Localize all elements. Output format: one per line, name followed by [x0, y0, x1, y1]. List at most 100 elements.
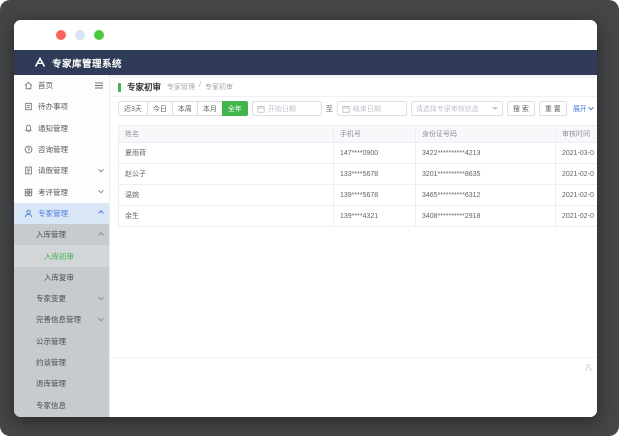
top-navbar: 专家库管理系统 [14, 50, 597, 75]
sidebar-item-label: 入库初审 [44, 251, 74, 261]
sidebar-item-label: 首页 [38, 81, 53, 91]
sidebar-item-info-completion[interactable]: 完善信息管理 [14, 309, 109, 331]
clipboard-icon [24, 102, 33, 111]
start-date-input[interactable]: 开始日期 [251, 101, 322, 116]
sidebar-item-evaluation[interactable]: 考评管理 [14, 181, 109, 202]
chevron-down-icon [98, 315, 104, 322]
maximize-window-icon[interactable] [94, 30, 104, 40]
minimize-window-icon[interactable] [75, 30, 85, 40]
sidebar-nav: 首页 待办事项 通知管理 咨询管理 请假管理 [14, 75, 110, 417]
sidebar-item-expert-info[interactable]: 专家信息 [14, 394, 109, 416]
cell-phone: 133****5678 [333, 163, 416, 185]
range-last3days-button[interactable]: 近3天 [118, 101, 148, 116]
cell-name: 夏雨荷 [118, 142, 334, 164]
cell-phone: 147****0900 [333, 142, 416, 164]
range-thisweek-button[interactable]: 本周 [171, 101, 198, 116]
cell-name: 余生 [118, 205, 334, 227]
sidebar-item-label: 考评管理 [38, 187, 68, 197]
sidebar-item-expert-change[interactable]: 专家变更 [14, 287, 109, 310]
sidebar-item-publicity[interactable]: 公示管理 [14, 330, 109, 352]
table-row[interactable]: 赵公子 133****5678 3201**********8635 2021-… [118, 163, 597, 185]
quick-range-group: 近3天 今日 本周 本月 全年 [118, 101, 248, 116]
chevron-down-icon [98, 166, 104, 173]
col-name: 姓名 [118, 125, 334, 143]
breadcrumb-parent[interactable]: 专家管理 [167, 84, 196, 91]
page-title: 专家初审 [127, 82, 162, 92]
content-footer-divider [110, 357, 597, 358]
sidebar-item-label: 退库管理 [36, 379, 66, 389]
filter-toolbar: 近3天 今日 本周 本月 全年 开始日期 至 结束日期 [110, 97, 597, 120]
sidebar-item-interview[interactable]: 约谈管理 [14, 351, 109, 374]
sidebar-item-label: 专家管理 [38, 208, 68, 218]
cell-phone: 139****4321 [333, 205, 416, 227]
home-icon [24, 81, 33, 90]
experts-table-wrap: 姓名 手机号 身份证号码 审核时间 夏雨荷 147****0900 3422**… [118, 125, 597, 227]
date-range-joiner: 至 [325, 105, 333, 113]
floating-widget-icon[interactable]: 凡 [585, 365, 592, 372]
range-fullyear-button[interactable]: 全年 [221, 101, 248, 116]
app-title: 专家库管理系统 [52, 58, 123, 70]
experts-table: 姓名 手机号 身份证号码 审核时间 夏雨荷 147****0900 3422**… [118, 125, 597, 227]
expand-label: 展开 [572, 105, 587, 113]
select-placeholder: 请选择专家审核状态 [415, 105, 479, 113]
main-content: 专家初审 专家管理 / 专家初审 近3天 今日 本周 本月 全年 [110, 75, 597, 417]
reset-button[interactable]: 重 置 [538, 101, 567, 116]
app-window: 专家库管理系统 首页 待办事项 通知管理 [14, 20, 597, 417]
cell-audit-time: 2021-03-0 [555, 142, 597, 164]
sidebar-item-home[interactable]: 首页 [14, 75, 109, 96]
sidebar-item-withdrawal[interactable]: 退库管理 [14, 373, 109, 395]
sidebar-item-label: 专家信息 [36, 400, 66, 410]
calendar-icon [257, 105, 265, 113]
range-thismonth-button[interactable]: 本月 [196, 101, 223, 116]
expand-link[interactable]: 展开 [572, 104, 594, 114]
collapse-menu-icon[interactable] [95, 82, 103, 89]
sidebar-item-first-review[interactable]: 入库初审 [14, 245, 109, 267]
bell-icon [24, 124, 33, 133]
question-circle-icon [24, 145, 33, 154]
table-row[interactable]: 温婉 139****5678 3465**********6312 2021-0… [118, 184, 597, 206]
sidebar-item-label: 通知管理 [38, 123, 68, 133]
range-today-button[interactable]: 今日 [146, 101, 173, 116]
table-row[interactable]: 余生 139****4321 3408**********2918 2021-0… [118, 205, 597, 227]
breadcrumb: 专家初审 专家管理 / 专家初审 [110, 78, 597, 97]
end-date-placeholder: 结束日期 [352, 105, 381, 113]
col-id-number: 身份证号码 [415, 125, 556, 143]
cell-audit-time: 2021-02-0 [555, 184, 597, 206]
content-divider [110, 75, 597, 78]
cell-id-number: 3465**********6312 [415, 184, 556, 206]
sidebar-item-storage-management[interactable]: 入库管理 [14, 224, 109, 246]
cell-id-number: 3422**********4213 [415, 142, 556, 164]
user-icon [24, 209, 33, 218]
sidebar-item-expert-management[interactable]: 专家管理 [14, 202, 109, 225]
sidebar-item-label: 入库管理 [36, 230, 66, 240]
end-date-input[interactable]: 结束日期 [336, 101, 407, 116]
window-titlebar [14, 20, 597, 50]
search-button[interactable]: 搜 索 [506, 101, 535, 116]
grid-icon [24, 188, 33, 197]
start-date-placeholder: 开始日期 [267, 105, 296, 113]
sidebar-item-label: 请假管理 [38, 166, 68, 176]
sidebar-item-consultation[interactable]: 咨询管理 [14, 139, 109, 160]
breadcrumb-current: 专家初审 [204, 84, 233, 91]
close-window-icon[interactable] [56, 30, 66, 40]
sidebar-item-label: 约谈管理 [36, 358, 66, 367]
breadcrumb-separator: / [199, 82, 201, 89]
audit-status-select[interactable]: 请选择专家审核状态 [410, 101, 503, 116]
sidebar-item-label: 待办事项 [38, 102, 68, 112]
sidebar-item-todo[interactable]: 待办事项 [14, 96, 109, 117]
sidebar-item-second-review[interactable]: 入库复审 [14, 266, 109, 288]
chevron-up-icon [98, 210, 104, 217]
sidebar-filler [14, 415, 109, 417]
cell-audit-time: 2021-02-0 [555, 163, 597, 185]
document-icon [24, 166, 33, 175]
chevron-down-icon [587, 104, 594, 110]
table-row[interactable]: 夏雨荷 147****0900 3422**********4213 2021-… [118, 142, 597, 164]
chevron-down-icon [98, 294, 104, 301]
sidebar-item-notifications[interactable]: 通知管理 [14, 118, 109, 139]
sidebar-item-leave[interactable]: 请假管理 [14, 160, 109, 181]
sidebar-item-label: 咨询管理 [38, 145, 68, 155]
title-accent-bar [118, 82, 121, 92]
calendar-icon [342, 105, 350, 113]
sidebar-item-label: 完善信息管理 [36, 315, 81, 325]
